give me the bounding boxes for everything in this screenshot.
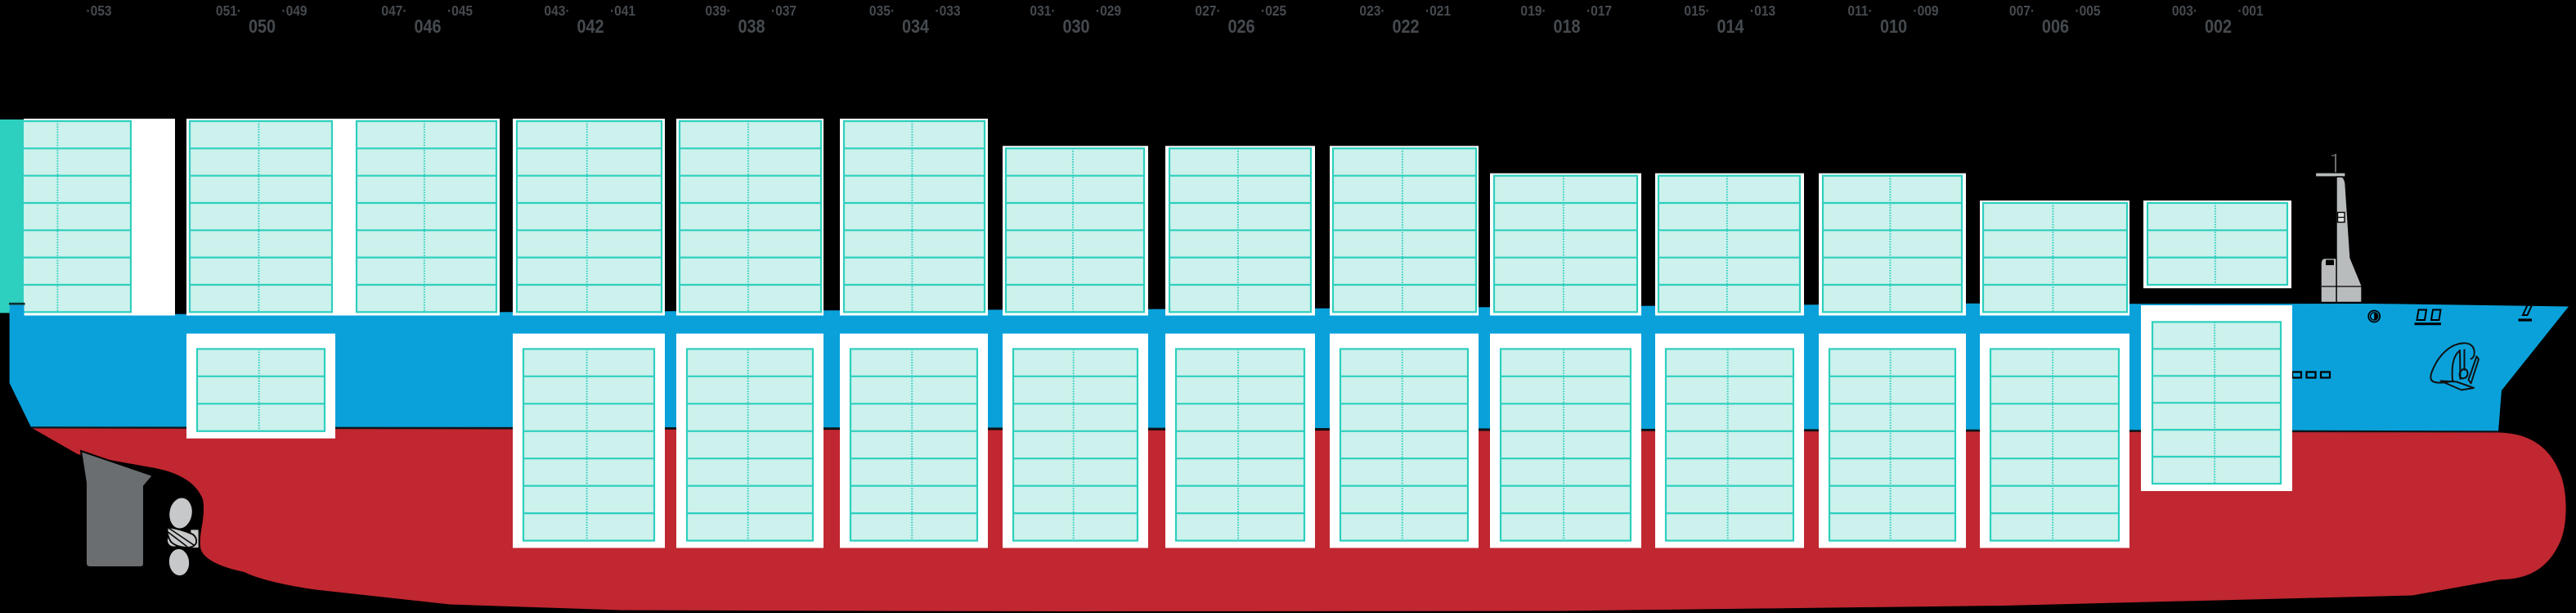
svg-text:050: 050 [249,16,276,38]
svg-text:043·: 043· [544,2,569,19]
svg-text:015·: 015· [1684,2,1709,19]
svg-text:002: 002 [2205,16,2232,38]
svg-text:014: 014 [1717,16,1744,38]
svg-text:027·: 027· [1195,2,1220,19]
svg-text:011·: 011· [1847,2,1872,19]
svg-text:006: 006 [2042,16,2069,38]
svg-text:022: 022 [1392,16,1419,38]
svg-text:·021: ·021 [1425,2,1451,19]
svg-text:035·: 035· [869,2,895,19]
svg-text:·005: ·005 [2075,2,2100,19]
svg-text:026: 026 [1227,16,1254,38]
svg-text:003·: 003· [2172,2,2197,19]
svg-text:·041: ·041 [610,2,635,19]
svg-text:018: 018 [1553,16,1580,38]
svg-text:030: 030 [1062,16,1089,38]
svg-text:·045: ·045 [447,2,473,19]
svg-text:046: 046 [414,16,441,38]
svg-text:·001: ·001 [2237,2,2263,19]
svg-text:·017: ·017 [1586,2,1612,19]
svg-text:·037: ·037 [771,2,797,19]
svg-text:·029: ·029 [1096,2,1121,19]
svg-text:010: 010 [1880,16,1907,38]
svg-text:042: 042 [577,16,604,38]
svg-text:023·: 023· [1359,2,1384,19]
svg-text:019·: 019· [1520,2,1546,19]
svg-text:007·: 007· [2009,2,2035,19]
svg-text:·049: ·049 [281,2,307,19]
svg-text:·025: ·025 [1261,2,1286,19]
svg-text:034: 034 [902,16,929,38]
svg-text:047·: 047· [381,2,406,19]
svg-text:038: 038 [738,16,765,38]
svg-text:·033: ·033 [935,2,960,19]
svg-text:051·: 051· [216,2,241,19]
svg-text:031·: 031· [1030,2,1055,19]
svg-text:039·: 039· [705,2,730,19]
svg-text:·053: ·053 [86,2,111,19]
svg-text:·009: ·009 [1913,2,1938,19]
svg-text:·013: ·013 [1750,2,1775,19]
